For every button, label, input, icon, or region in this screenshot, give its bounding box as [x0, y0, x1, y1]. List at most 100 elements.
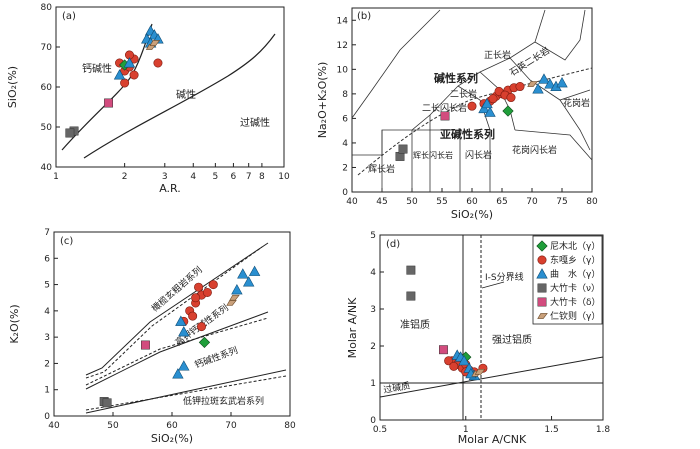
- panel-a-ylabel: SiO₂(%): [6, 66, 19, 108]
- panel-a-ytick-label: 80: [41, 3, 53, 13]
- panel-c-point-qushui: [178, 326, 190, 337]
- panel-c-point-qushui: [175, 315, 187, 326]
- panel-d-ytick-label: 0: [370, 416, 376, 426]
- panel-c-frame: [53, 231, 291, 417]
- panel-d-legend: 尼木北（γ） 东嘎乡（γ） 曲 水（γ） 大竹卡（ν） 大竹卡（δ） 仁钦则（γ）: [532, 235, 603, 325]
- panel-a-xtick-label: 6: [231, 172, 237, 182]
- panel-c-xlabel: SiO₂(%): [151, 432, 193, 445]
- panel-b-ytick-label: 4: [342, 139, 348, 149]
- panel-d-xtick-label: 0.5: [373, 425, 387, 435]
- panel-c-ytick-label: 7: [44, 228, 50, 238]
- panel-c-xtick-label: 80: [284, 421, 296, 431]
- panel-c-series-lines: [85, 242, 287, 414]
- panel-b-xtick-label: 80: [586, 197, 598, 207]
- panel-b-xtick-label: 70: [526, 197, 538, 207]
- legend-marker-dazhuka_d: [537, 297, 547, 307]
- panel-b-field-syenite: 正长岩: [484, 49, 511, 61]
- panel-d-xtick-label: 1.8: [596, 425, 611, 435]
- panel-c-xtick-label: 40: [48, 421, 60, 431]
- panel-a-point-qushui: [123, 57, 136, 68]
- panel-b-ytick-label: 10: [337, 65, 349, 75]
- panel-c-point-qushui: [242, 276, 255, 287]
- panel-c-ytick-label: 3: [44, 333, 50, 343]
- panel-b-xtick-label: 40: [346, 197, 358, 207]
- legend-item-qushui: 曲 水（γ）: [536, 268, 600, 280]
- panel-a-field-calcalkaline: 钙碱性: [82, 62, 112, 75]
- legend-item-dazhuka_v: 大竹卡（ν）: [537, 282, 600, 294]
- panel-d-point-dazhuka_v: [406, 291, 416, 301]
- panel-c-point-dongga: [191, 293, 201, 303]
- legend-label-nimubei: 尼木北（γ）: [550, 240, 600, 252]
- panel-d-is-pointer: [481, 281, 505, 289]
- panel-b-ylabel: Na₂O+K₂O(%): [316, 62, 329, 139]
- panel-b-xlabel: SiO₂(%): [451, 208, 493, 221]
- panel-c-point-qushui: [172, 368, 184, 379]
- panel-d-point-renqinze: [474, 369, 486, 375]
- panel-b-ytick-label: 0: [342, 188, 348, 198]
- panel-b-point-dongga: [467, 101, 477, 111]
- panel-c-point-qushui: [248, 265, 261, 276]
- panel-b-field-alkaline-series: 碱性系列: [434, 71, 478, 85]
- panel-b-xtick-label: 75: [556, 197, 567, 207]
- panel-b-point-qushui: [484, 106, 496, 117]
- panel-c-point-renqinze: [229, 294, 240, 301]
- panel-a-label: (a): [62, 11, 76, 22]
- legend-marker-dazhuka_v: [537, 283, 547, 293]
- panel-c-field-lowk: 低钾拉斑玄武岩系列: [183, 395, 264, 407]
- panel-c-point-dazhuka_v: [102, 398, 112, 408]
- panel-d-point-dazhuka_d: [439, 345, 448, 355]
- panel-c-ytick-label: 0: [44, 412, 50, 422]
- panel-b-point-qushui: [544, 78, 556, 89]
- panel-c-point-renqinze: [226, 300, 237, 306]
- panel-c-ytick-label: 6: [44, 254, 50, 264]
- panel-d-label: (d): [386, 239, 400, 250]
- panel-d-ytick-label: 1: [370, 379, 376, 389]
- legend-marker-nimubei: [536, 240, 548, 252]
- panel-d-point-dongga: [444, 356, 454, 366]
- panel-b-point-dongga: [488, 94, 498, 104]
- panel-b-alkaline-divide: [357, 67, 593, 176]
- panel-b-ytick-label: 12: [337, 41, 348, 51]
- panel-d-ytick-label: 3: [370, 305, 376, 315]
- panel-b-point-renqinze: [527, 81, 538, 87]
- legend-label-dazhuka_v: 大竹卡（ν）: [550, 282, 600, 294]
- panel-c-ytick-label: 4: [44, 307, 50, 317]
- panel-a-xlabel: A.R.: [159, 182, 181, 195]
- panel-a-xtick-label: 8: [259, 172, 265, 182]
- panel-b-xtick-label: 65: [496, 197, 507, 207]
- panel-c-point-dongga: [194, 282, 204, 292]
- panel-a-point-dongga: [129, 70, 139, 80]
- panel-b-ytick-label: 8: [342, 90, 348, 100]
- panel-d-ytick-label: 5: [370, 231, 376, 241]
- panel-d-xtick-label: 1: [463, 425, 469, 435]
- panel-b-point-dongga: [515, 82, 525, 92]
- panel-a-ytick-label: 70: [41, 43, 53, 53]
- legend-label-renqinze: 仁钦则（γ）: [550, 310, 600, 322]
- panel-b-field-monzonite: 二长岩: [450, 88, 477, 100]
- panel-c-point-dongga: [197, 322, 207, 332]
- panel-b-field-granite: 花岗岩: [563, 97, 590, 109]
- panel-a-frame: [55, 6, 285, 168]
- panel-b-xtick-label: 55: [436, 197, 447, 207]
- panel-b-field-gabbrodiorite: 辉长闪长岩: [413, 150, 453, 160]
- panel-a-boundary-alkaline: [83, 33, 276, 159]
- panel-b-field-gabbro: 辉长岩: [368, 163, 395, 175]
- panel-c-point-qushui: [178, 360, 190, 371]
- panel-b-ytick-label: 14: [337, 16, 349, 26]
- panel-d-field-metaluminous: 准铝质: [400, 319, 430, 331]
- panel-a-point-dazhuka_v: [65, 128, 75, 138]
- legend-marker-dongga: [537, 255, 547, 265]
- legend-item-dongga: 东嘎乡（γ）: [537, 254, 600, 266]
- panel-b-point-qushui: [532, 83, 544, 94]
- panel-c-point-dongga: [202, 287, 212, 297]
- panel-c-ytick-label: 5: [44, 281, 50, 291]
- panel-b-point-qushui: [538, 73, 550, 84]
- panel-c-point-dazhuka_d: [141, 340, 150, 350]
- panel-c-label: (c): [60, 236, 73, 247]
- legend-item-renqinze: 仁钦则（γ）: [537, 310, 600, 322]
- panel-c-point-dongga: [208, 280, 218, 290]
- panel-a-point-renqinze: [149, 40, 161, 46]
- panel-a-field-peralkaline: 过碱性: [240, 116, 270, 129]
- panel-b-point-dazhuka_d: [440, 111, 450, 121]
- panel-a-xtick-label: 7: [246, 172, 252, 182]
